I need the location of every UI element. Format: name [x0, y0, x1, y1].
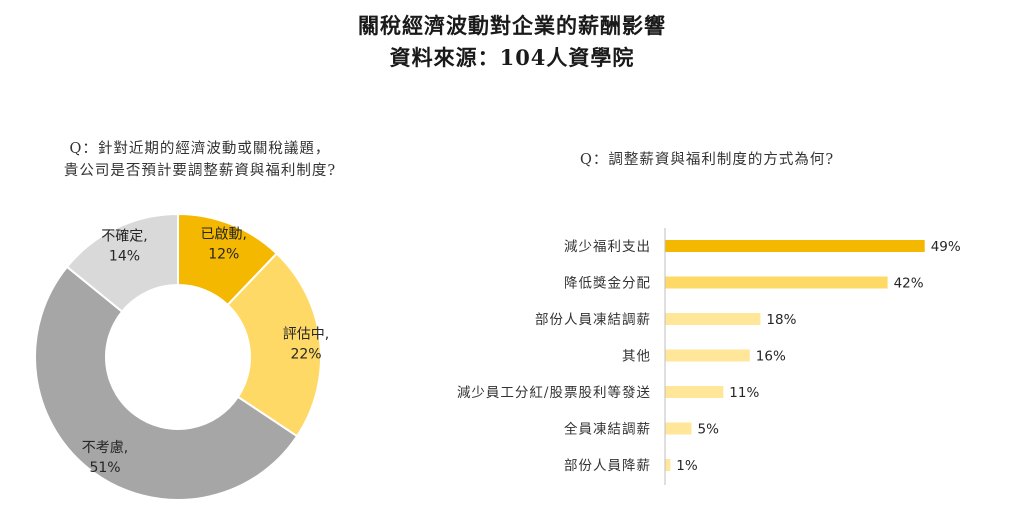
donut-question-line2: 貴公司是否預計要調整薪資與福利制度?: [63, 163, 337, 179]
category-label: 降低獎金分配: [564, 276, 651, 292]
category-label: 部份人員凍結調薪: [535, 312, 651, 328]
donut-question: Q：針對近期的經濟波動或關稅議題， 貴公司是否預計要調整薪資與福利制度?: [0, 138, 400, 182]
category-label: 減少福利支出: [564, 238, 651, 255]
value-label: 1%: [676, 458, 698, 474]
category-label: 減少員工分紅/股票股利等發送: [457, 384, 651, 401]
bar: [665, 459, 671, 471]
donut-question-line1: Q：針對近期的經濟波動或關稅議題，: [69, 141, 331, 157]
value-label: 5%: [698, 422, 720, 438]
value-label: 49%: [931, 239, 961, 255]
slice-label: 評估中,: [283, 327, 329, 343]
bar: [665, 240, 925, 252]
donut-slice: [34, 265, 299, 501]
category-label: 全員凍結調薪: [564, 421, 651, 438]
slice-value-label: 12%: [208, 247, 239, 263]
chart-title: 關稅經濟波動對企業的薪酬影響: [358, 13, 666, 38]
bar: [665, 276, 888, 289]
value-label: 18%: [766, 312, 796, 328]
donut-slice: [226, 252, 322, 438]
slice-label: 已啟動,: [201, 227, 247, 243]
slice-label: 不確定,: [101, 229, 147, 245]
category-label: 其他: [622, 349, 651, 365]
value-label: 42%: [894, 276, 924, 292]
category-label: 部份人員降薪: [564, 458, 651, 474]
bar-question: Q：調整薪資與福利制度的方式為何?: [580, 152, 835, 168]
slice-value-label: 51%: [89, 460, 120, 476]
bar: [665, 422, 692, 435]
value-label: 11%: [729, 385, 759, 401]
slice-value-label: 22%: [290, 347, 321, 363]
bar: [665, 386, 724, 398]
value-label: 16%: [756, 349, 786, 365]
donut-slice: [65, 212, 179, 314]
slice-value-label: 14%: [109, 249, 140, 265]
bar: [665, 349, 750, 362]
slice-label: 不考慮,: [82, 440, 128, 456]
bar: [665, 313, 761, 325]
chart-subtitle: 資料來源：104人資學院: [389, 45, 635, 70]
